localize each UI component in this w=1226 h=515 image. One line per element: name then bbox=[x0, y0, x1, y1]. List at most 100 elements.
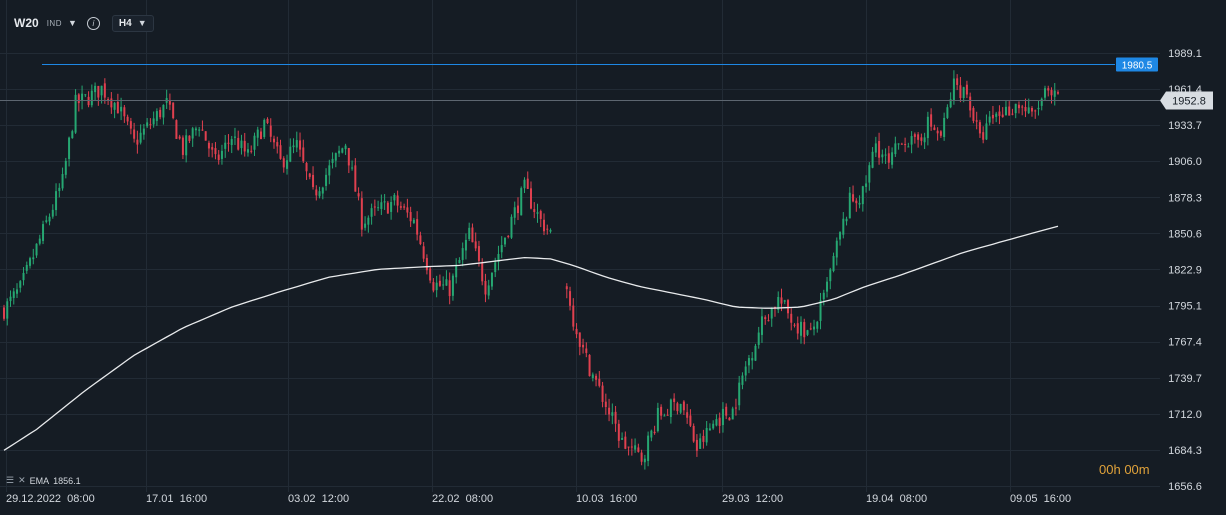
candle-body bbox=[116, 101, 119, 114]
candle-body bbox=[959, 85, 962, 98]
candle-body bbox=[133, 129, 136, 139]
candle-body bbox=[734, 407, 737, 409]
candle-body bbox=[45, 220, 48, 222]
symbol-label[interactable]: W20 bbox=[14, 16, 39, 30]
candle-body bbox=[751, 358, 754, 361]
candle-body bbox=[575, 328, 578, 335]
candle-body bbox=[943, 117, 946, 138]
candle-body bbox=[445, 279, 448, 286]
candle-body bbox=[978, 122, 981, 134]
info-icon[interactable]: i bbox=[86, 16, 100, 30]
candle-body bbox=[611, 412, 614, 416]
candle-body bbox=[962, 87, 965, 99]
candle-body bbox=[757, 332, 760, 345]
candle-body bbox=[1057, 92, 1059, 94]
candle-body bbox=[188, 135, 191, 141]
candle-body bbox=[1047, 88, 1050, 91]
close-icon[interactable]: ✕ bbox=[18, 475, 26, 485]
candle-body bbox=[507, 235, 510, 237]
candle-body bbox=[233, 136, 236, 138]
candle-body bbox=[325, 174, 328, 186]
candle-body bbox=[793, 324, 796, 326]
candle-body bbox=[718, 417, 721, 426]
candle-body bbox=[455, 265, 458, 278]
candle-body bbox=[120, 106, 123, 112]
candle-body bbox=[650, 430, 653, 438]
x-tick-label: 03.02 12:00 bbox=[288, 493, 349, 505]
candle-body bbox=[985, 123, 988, 140]
candle-body bbox=[318, 191, 321, 197]
caret-down-icon[interactable]: ▼ bbox=[67, 18, 77, 28]
ema-line bbox=[3, 225, 1059, 451]
bars-icon[interactable]: ☰ bbox=[6, 475, 15, 485]
candle-body bbox=[227, 142, 230, 144]
candle-body bbox=[409, 212, 412, 222]
candle-body bbox=[396, 195, 399, 206]
candle-body bbox=[1037, 107, 1040, 110]
candle-body bbox=[536, 212, 539, 214]
candle-body bbox=[878, 141, 881, 158]
candle-body bbox=[666, 414, 669, 416]
candle-body bbox=[185, 135, 188, 156]
candle-body bbox=[94, 85, 97, 93]
candle-body bbox=[273, 138, 276, 143]
candle-body bbox=[399, 206, 402, 208]
candle-body bbox=[910, 136, 913, 145]
candle-body bbox=[100, 85, 103, 96]
candle-body bbox=[406, 207, 409, 213]
candle-body bbox=[1004, 106, 1007, 116]
candle-body bbox=[142, 128, 145, 135]
candle-body bbox=[6, 301, 9, 319]
candle-body bbox=[630, 446, 633, 448]
candle-body bbox=[481, 262, 484, 282]
candle-body bbox=[19, 281, 22, 288]
candle-body bbox=[159, 109, 162, 118]
candle-body bbox=[530, 188, 532, 209]
candle-body bbox=[686, 412, 689, 418]
countdown-m: m bbox=[1138, 462, 1150, 477]
candle-body bbox=[416, 219, 419, 235]
candle-body bbox=[471, 227, 474, 243]
candle-body bbox=[972, 107, 975, 121]
candle-body bbox=[1043, 88, 1046, 98]
candle-body bbox=[168, 100, 171, 105]
candle-body bbox=[617, 423, 620, 441]
candle-body bbox=[243, 140, 246, 152]
candle-body bbox=[608, 407, 611, 415]
candle-body bbox=[653, 431, 656, 434]
candle-body bbox=[998, 111, 1001, 116]
candle-body bbox=[315, 189, 318, 196]
price-level-label: 1980.5 bbox=[1122, 61, 1153, 72]
y-tick-label: 1684.3 bbox=[1168, 445, 1202, 457]
candle-body bbox=[198, 129, 201, 131]
candle-body bbox=[214, 148, 217, 155]
timeframe-select[interactable]: H4 ▼ bbox=[111, 14, 154, 32]
y-tick-label: 1822.9 bbox=[1168, 264, 1202, 276]
candle-body bbox=[71, 131, 74, 139]
candle-body bbox=[595, 375, 598, 380]
candle-body bbox=[871, 151, 874, 168]
candle-body bbox=[682, 401, 685, 411]
candle-body bbox=[816, 321, 819, 329]
x-tick-label: 10.03 16:00 bbox=[576, 493, 637, 505]
market-label[interactable]: IND bbox=[46, 18, 62, 28]
candle-body bbox=[991, 114, 994, 119]
candle-body bbox=[110, 98, 113, 108]
candle-body bbox=[155, 111, 158, 121]
x-tick-label: 19.04 08:00 bbox=[866, 493, 927, 505]
candle-body bbox=[673, 398, 676, 402]
candle-body bbox=[286, 160, 289, 169]
candle-body bbox=[829, 269, 832, 282]
timeframe-label: H4 bbox=[118, 17, 132, 29]
candle-body bbox=[546, 228, 549, 230]
candle-body bbox=[513, 207, 516, 218]
candle-body bbox=[800, 321, 803, 336]
candle-body bbox=[256, 129, 259, 138]
y-tick-label: 1989.1 bbox=[1168, 48, 1202, 60]
candle-body bbox=[747, 358, 750, 366]
candle-body bbox=[412, 219, 415, 223]
candle-body bbox=[461, 248, 464, 260]
candle-body bbox=[708, 428, 711, 431]
candle-body bbox=[422, 246, 425, 259]
